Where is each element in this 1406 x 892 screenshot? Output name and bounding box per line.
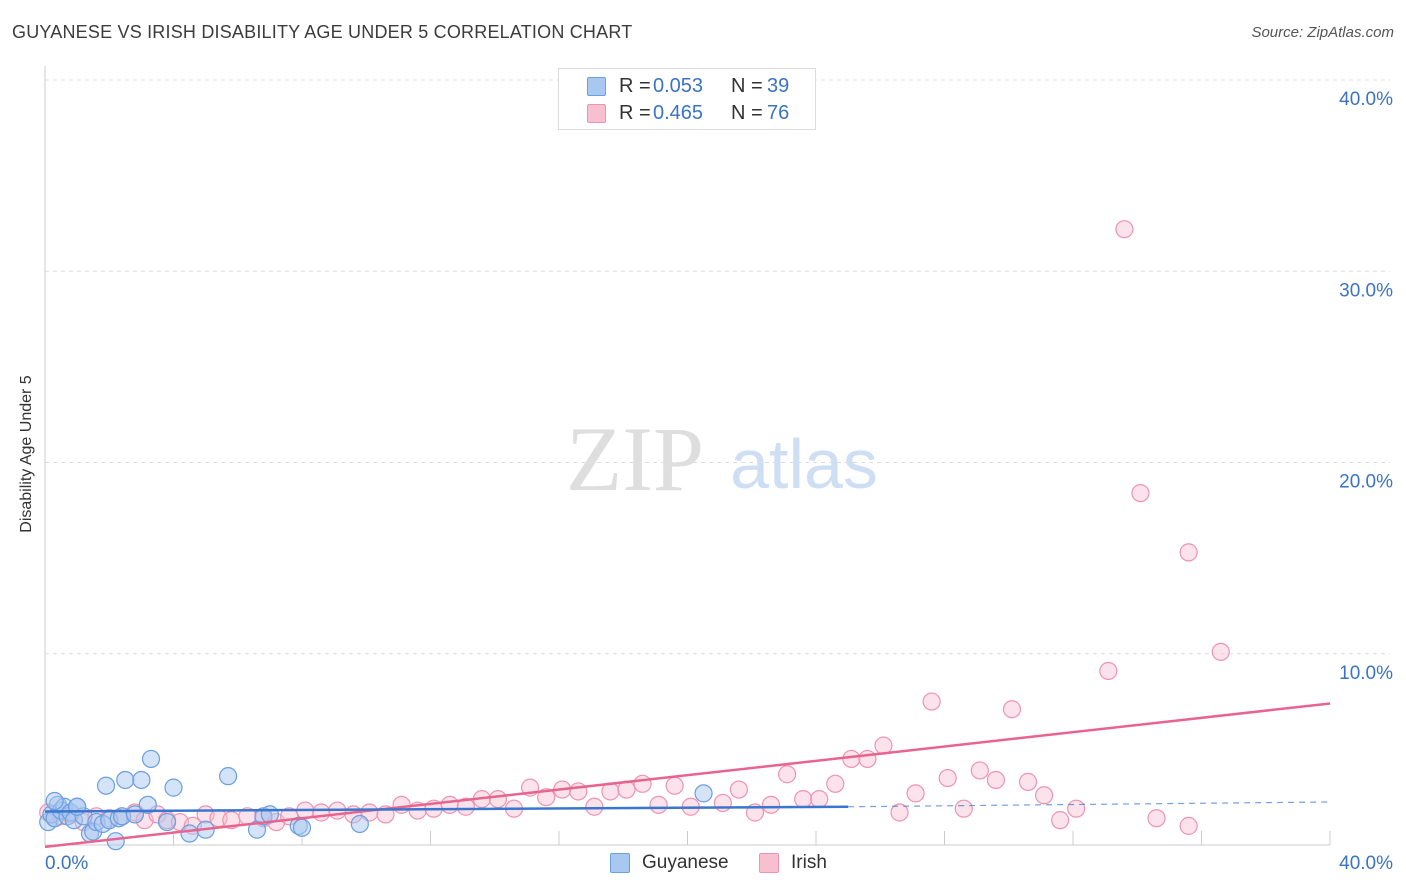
guyanese-point — [292, 818, 312, 837]
y-tick-label: 40.0% — [1339, 89, 1393, 110]
irish-point — [826, 774, 845, 793]
source-label: Source: ZipAtlas.com — [1251, 24, 1394, 41]
guyanese-swatch — [587, 77, 606, 96]
x-tick-label-min: 0.0% — [45, 853, 88, 874]
irish-point — [312, 803, 331, 822]
watermark: ZIP atlas — [566, 408, 878, 510]
irish-legend-label: Irish — [791, 852, 827, 873]
guyanese-point — [116, 770, 135, 790]
irish-point — [729, 780, 749, 799]
irish-point — [922, 692, 941, 711]
irish-point — [986, 770, 1006, 790]
trend-lines — [44, 702, 1331, 849]
x-tick-labels: 0.0% 40.0% — [45, 853, 1393, 874]
irish-point — [858, 749, 877, 769]
guyanese-point — [157, 812, 177, 832]
guyanese-point — [694, 784, 713, 803]
irish-point — [1034, 786, 1054, 805]
y-tick-labels: 10.0% 20.0% 30.0% 40.0% — [1339, 89, 1393, 684]
guyanese-point — [350, 814, 369, 834]
guyanese-point — [180, 824, 199, 843]
irish-point — [649, 795, 668, 814]
guyanese-point — [138, 795, 157, 814]
irish-point — [585, 797, 604, 816]
irish-point — [440, 795, 459, 814]
guyanese-legend-label: Guyanese — [642, 852, 729, 873]
irish-point — [392, 795, 411, 814]
guyanese-n-value: 39 — [767, 75, 790, 97]
irish-point — [1179, 543, 1198, 562]
guyanese-point — [96, 776, 116, 795]
guyanese-point — [219, 767, 238, 786]
guyanese-trend-line — [44, 805, 849, 813]
irish-point — [456, 797, 475, 816]
irish-point — [954, 799, 973, 818]
guyanese-point — [164, 778, 183, 797]
irish-point — [633, 774, 652, 793]
guyanese-legend-swatch — [610, 853, 630, 873]
chart-title: GUYANESE VS IRISH DISABILITY AGE UNDER 5… — [12, 22, 633, 42]
irish-point — [488, 789, 508, 809]
y-tick-label: 20.0% — [1339, 472, 1393, 493]
irish-legend-swatch — [759, 853, 779, 873]
irish-point — [537, 788, 556, 807]
irish-point — [1179, 816, 1198, 835]
irish-swatch — [587, 104, 606, 123]
guyanese-n-label: N = — [731, 75, 763, 97]
guyanese-r-label: R = — [619, 75, 651, 97]
irish-n-label: N = — [731, 102, 763, 124]
correlation-legend: R = 0.053 N = 39 R = 0.465 N = 76 — [558, 68, 816, 130]
watermark-atlas: atlas — [730, 425, 878, 503]
irish-points — [39, 220, 1230, 835]
irish-point — [761, 795, 781, 814]
irish-point — [665, 776, 684, 795]
irish-point — [810, 789, 829, 809]
guyanese-point — [132, 770, 151, 790]
irish-point — [842, 749, 861, 769]
irish-trend-line — [44, 702, 1331, 849]
irish-point — [713, 793, 732, 813]
irish-point — [890, 803, 909, 822]
guyanese-r-value: 0.053 — [653, 75, 704, 97]
watermark-zip: ZIP — [566, 408, 704, 510]
guyanese-point — [106, 832, 125, 851]
x-tick-label-max: 40.0% — [1339, 853, 1393, 874]
irish-point — [938, 768, 957, 788]
irish-point — [794, 789, 813, 809]
irish-point — [1051, 811, 1070, 830]
irish-point — [1211, 642, 1230, 661]
irish-r-label: R = — [619, 102, 651, 124]
y-tick-label: 10.0% — [1339, 663, 1393, 684]
irish-point — [1018, 772, 1038, 791]
irish-point — [1115, 220, 1134, 239]
irish-point — [906, 784, 925, 803]
y-tick-label: 30.0% — [1339, 280, 1393, 301]
guyanese-point — [68, 797, 87, 816]
irish-r-value: 0.465 — [653, 102, 704, 124]
grid-lines — [45, 79, 1390, 655]
irish-n-value: 76 — [767, 102, 790, 124]
irish-point — [777, 765, 797, 784]
irish-point — [1099, 661, 1118, 681]
irish-point — [1002, 700, 1022, 719]
guyanese-trend-extension — [848, 801, 1331, 808]
irish-point — [1067, 799, 1086, 818]
guyanese-point — [45, 791, 64, 811]
irish-point — [970, 761, 989, 780]
guyanese-point — [141, 749, 161, 769]
irish-point — [1147, 809, 1166, 828]
irish-point — [1131, 484, 1150, 503]
